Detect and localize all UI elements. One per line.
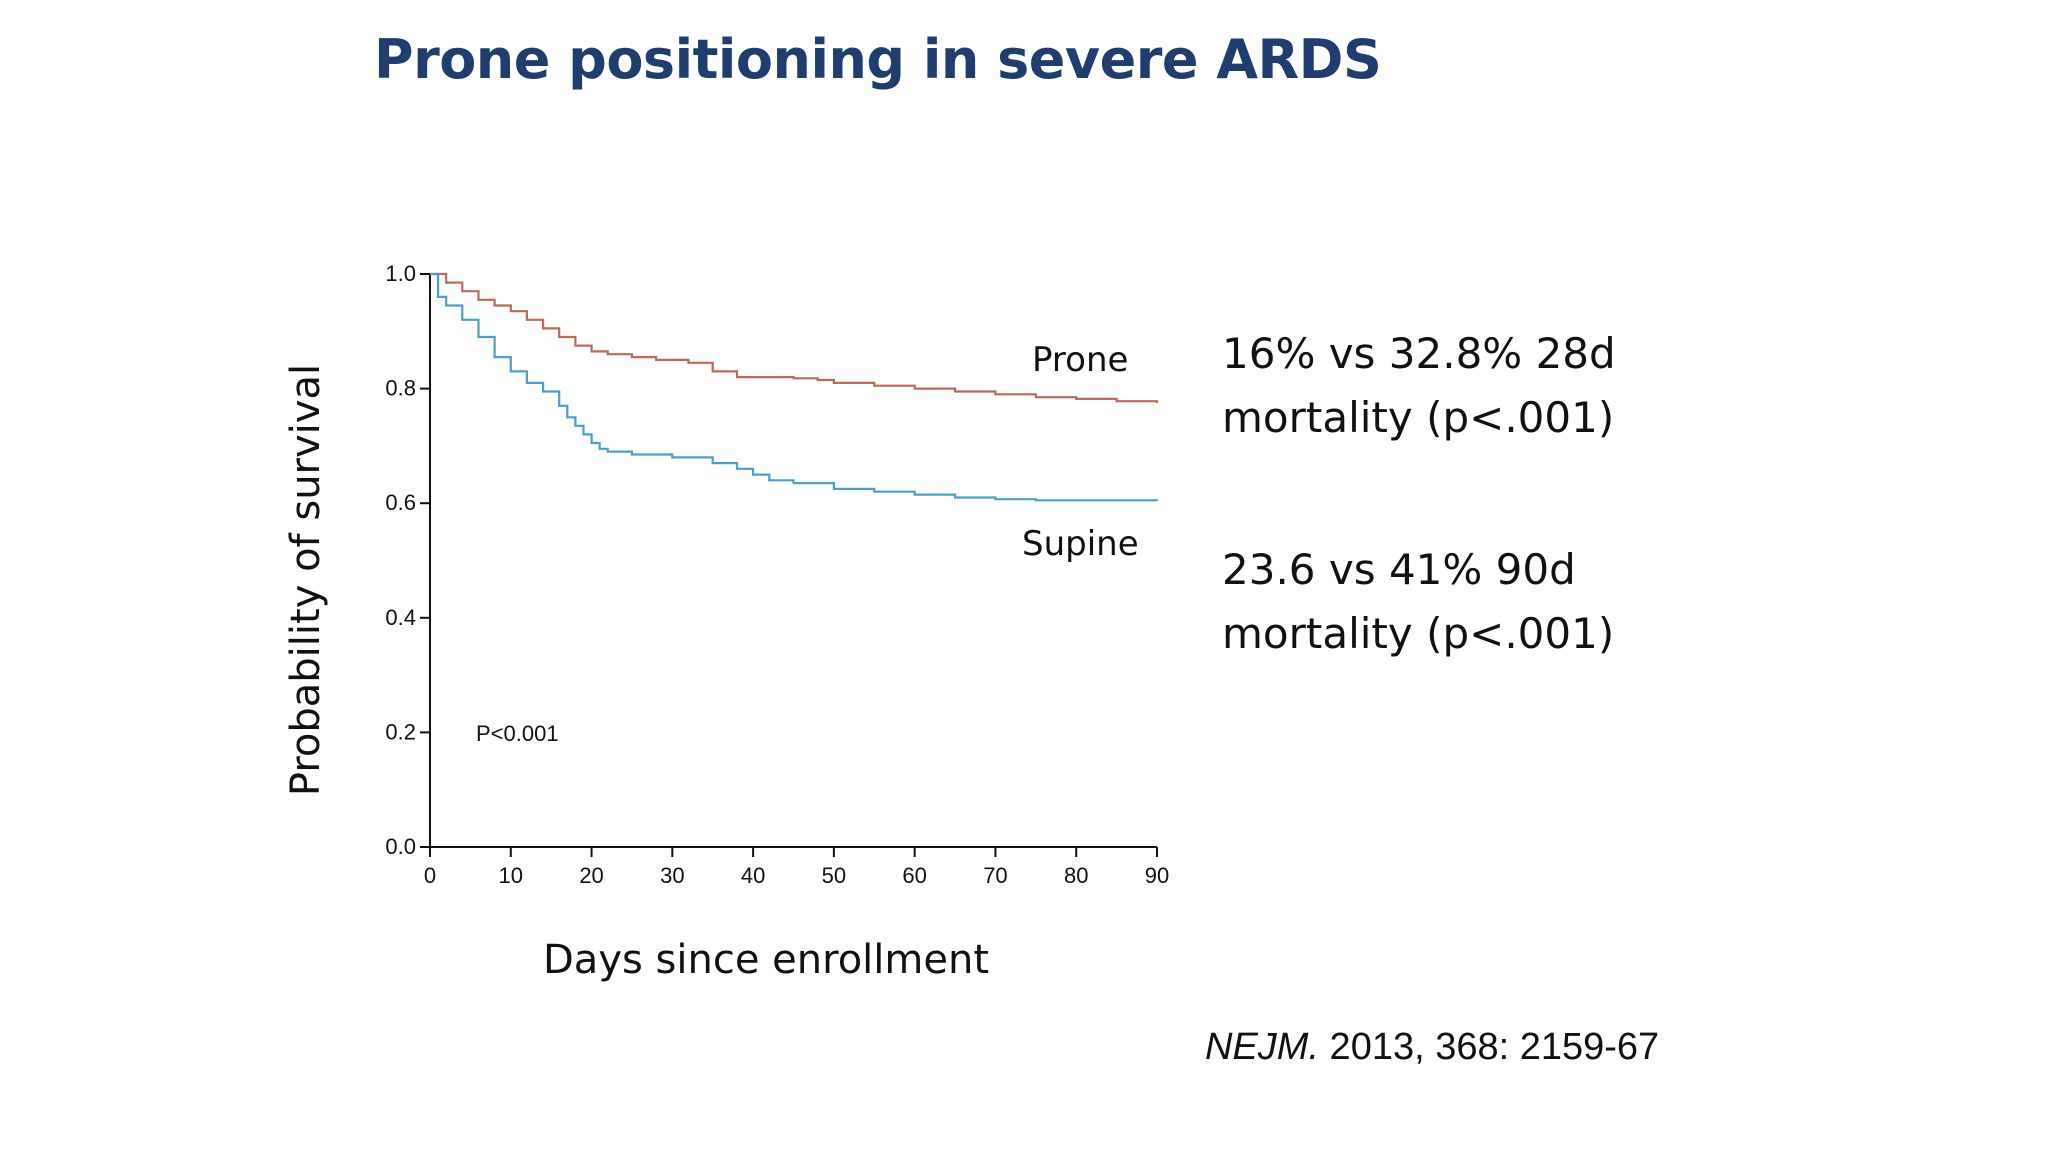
- x-axis-title: Days since enrollment: [543, 937, 989, 983]
- series-line-supine: [430, 272, 1159, 502]
- citation: NEJM. 2013, 368: 2159-67: [1205, 1026, 1659, 1069]
- x-tick-label: 80: [1064, 863, 1088, 888]
- stat-90-day-mortality: 23.6 vs 41% 90d mortality (p<.001): [1222, 538, 1702, 666]
- plot-series: [430, 272, 1159, 502]
- stat-28-day-mortality: 16% vs 32.8% 28d mortality (p<.001): [1222, 322, 1702, 450]
- series-label-supine: Supine: [1022, 524, 1139, 564]
- y-axis-title: Probability of survival: [283, 363, 329, 797]
- y-tick-label: 0.2: [385, 719, 416, 744]
- series-line-prone: [430, 272, 1159, 403]
- axes: 0 10 20 30 40 50 60 70 80 90 0.0 0.2 0.4 0.6 0.8 1.0: [385, 261, 1169, 888]
- y-tick-label: 0.6: [385, 490, 416, 515]
- x-tick-label: 10: [499, 863, 523, 888]
- x-tick-label: 50: [822, 863, 846, 888]
- citation-journal: NEJM.: [1205, 1026, 1319, 1068]
- x-tick-label: 0: [424, 863, 436, 888]
- x-tick-label: 20: [579, 863, 603, 888]
- slide-title: Prone positioning in severe ARDS: [374, 28, 1382, 91]
- stat-90-line2: mortality (p<.001): [1222, 609, 1615, 658]
- y-tick-label: 0.8: [385, 376, 416, 401]
- x-tick-label: 90: [1145, 863, 1169, 888]
- stat-28-line2: mortality (p<.001): [1222, 393, 1615, 442]
- y-tick-label: 0.0: [385, 834, 416, 859]
- p-value-annotation: P<0.001: [476, 721, 559, 746]
- y-tick-label: 0.4: [385, 605, 416, 630]
- x-tick-label: 40: [741, 863, 765, 888]
- citation-details: 2013, 368: 2159-67: [1319, 1026, 1660, 1068]
- x-tick-label: 30: [660, 863, 684, 888]
- stat-90-line1: 23.6 vs 41% 90d: [1222, 545, 1576, 594]
- x-tick-label: 70: [983, 863, 1007, 888]
- x-tick-label: 60: [902, 863, 926, 888]
- stat-28-line1: 16% vs 32.8% 28d: [1222, 329, 1616, 378]
- y-tick-label: 1.0: [385, 261, 416, 286]
- series-label-prone: Prone: [1032, 340, 1129, 380]
